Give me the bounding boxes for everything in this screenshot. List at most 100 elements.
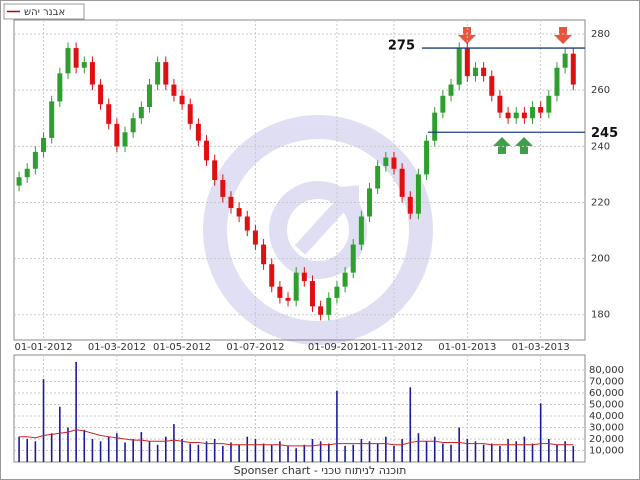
candle-body bbox=[424, 140, 430, 175]
y-tick-label: 180 bbox=[591, 310, 610, 321]
candle-body bbox=[236, 208, 242, 217]
candle-body bbox=[220, 180, 226, 197]
candle-body bbox=[179, 95, 185, 105]
y-tick-label: 80,000 bbox=[589, 365, 624, 376]
candle-body bbox=[570, 53, 576, 85]
candle-body bbox=[277, 286, 283, 298]
y-tick-label: 240 bbox=[591, 141, 610, 152]
candle-body bbox=[130, 118, 136, 133]
x-tick-label: 01-11-2012 bbox=[365, 342, 423, 353]
candle-body bbox=[73, 48, 79, 68]
candle-body bbox=[32, 151, 38, 169]
candle-body bbox=[171, 84, 177, 96]
candle-body bbox=[41, 137, 47, 152]
candle-body bbox=[285, 297, 291, 301]
footer: Sponser chart - תוכנה לניתוח טכני bbox=[234, 464, 407, 477]
candle-body bbox=[65, 48, 71, 74]
candle-body bbox=[497, 95, 503, 113]
candle-body bbox=[106, 104, 112, 124]
x-tick-label: 01-07-2012 bbox=[226, 342, 284, 353]
candle-body bbox=[318, 306, 324, 315]
candle-body bbox=[440, 95, 446, 113]
x-tick-label: 01-09-2012 bbox=[308, 342, 366, 353]
candle-body bbox=[24, 168, 30, 178]
candle-body bbox=[228, 196, 234, 209]
candle-body bbox=[16, 177, 22, 186]
y-tick-label: 280 bbox=[591, 29, 610, 40]
candle-body bbox=[448, 84, 454, 96]
candle-body bbox=[481, 67, 487, 77]
y-tick-label: 20,000 bbox=[589, 434, 624, 445]
candle-body bbox=[293, 272, 299, 301]
candle-body bbox=[57, 73, 63, 102]
candle-body bbox=[464, 48, 470, 77]
candle-body bbox=[204, 140, 210, 161]
candle-body bbox=[538, 107, 544, 113]
candle-body bbox=[562, 53, 568, 68]
candle-body bbox=[122, 132, 128, 147]
x-tick-label: 01-03-2013 bbox=[512, 342, 570, 353]
x-tick-label: 01-01-2012 bbox=[14, 342, 72, 353]
candle-body bbox=[546, 95, 552, 113]
candle-body bbox=[530, 107, 536, 119]
candle-body bbox=[146, 84, 152, 108]
level-label: 275 bbox=[388, 39, 415, 54]
candle-body bbox=[89, 62, 95, 85]
candle-body bbox=[399, 168, 405, 197]
candle-body bbox=[350, 244, 356, 273]
candle-body bbox=[375, 165, 381, 189]
level-label: 245 bbox=[591, 126, 618, 141]
candle-body bbox=[383, 157, 389, 166]
x-tick-label: 01-01-2013 bbox=[438, 342, 496, 353]
candle-body bbox=[114, 123, 120, 147]
candle-body bbox=[334, 286, 340, 298]
candle-body bbox=[155, 62, 161, 85]
candle-body bbox=[138, 107, 144, 119]
volume-average bbox=[19, 429, 574, 447]
candle-body bbox=[521, 112, 527, 119]
candle-body bbox=[391, 157, 397, 169]
legend-label: אבנר יהש bbox=[24, 7, 65, 18]
candle-body bbox=[489, 76, 495, 96]
y-tick-label: 30,000 bbox=[589, 422, 624, 433]
candle-body bbox=[81, 62, 87, 68]
candle-body bbox=[309, 281, 315, 307]
y-tick-label: 200 bbox=[591, 254, 610, 265]
y-tick-label: 220 bbox=[591, 197, 610, 208]
arrows bbox=[458, 27, 572, 154]
candle-body bbox=[261, 244, 267, 265]
candle-body bbox=[415, 174, 421, 214]
y-tick-label: 70,000 bbox=[589, 376, 624, 387]
candle-body bbox=[456, 48, 462, 85]
candle-body bbox=[212, 160, 218, 180]
y-tick-label: 40,000 bbox=[589, 411, 624, 422]
x-tick-label: 01-03-2012 bbox=[88, 342, 146, 353]
y-tick-label: 50,000 bbox=[589, 399, 624, 410]
candle-body bbox=[407, 196, 413, 214]
candle-body bbox=[472, 67, 478, 77]
x-tick-label: 01-05-2012 bbox=[153, 342, 211, 353]
candle-body bbox=[195, 123, 201, 141]
candle-body bbox=[244, 216, 250, 231]
watermark bbox=[203, 115, 433, 345]
candle-body bbox=[342, 272, 348, 287]
candle-body bbox=[432, 112, 438, 141]
candle-body bbox=[98, 84, 104, 105]
price-panel bbox=[13, 19, 586, 341]
candle-body bbox=[358, 216, 364, 245]
candle-body bbox=[513, 112, 519, 119]
y-tick-label: 60,000 bbox=[589, 388, 624, 399]
candle-body bbox=[367, 188, 373, 217]
y-tick-label: 260 bbox=[591, 85, 610, 96]
candle-body bbox=[269, 264, 275, 287]
candle-body bbox=[252, 230, 258, 245]
candle-body bbox=[554, 67, 560, 96]
legend-box bbox=[3, 3, 85, 20]
candle-body bbox=[49, 101, 55, 138]
candle-body bbox=[326, 297, 332, 315]
candle-body bbox=[505, 112, 511, 119]
candle-body bbox=[301, 272, 307, 282]
y-tick-label: 10,000 bbox=[589, 445, 624, 456]
candle-body bbox=[163, 62, 169, 85]
